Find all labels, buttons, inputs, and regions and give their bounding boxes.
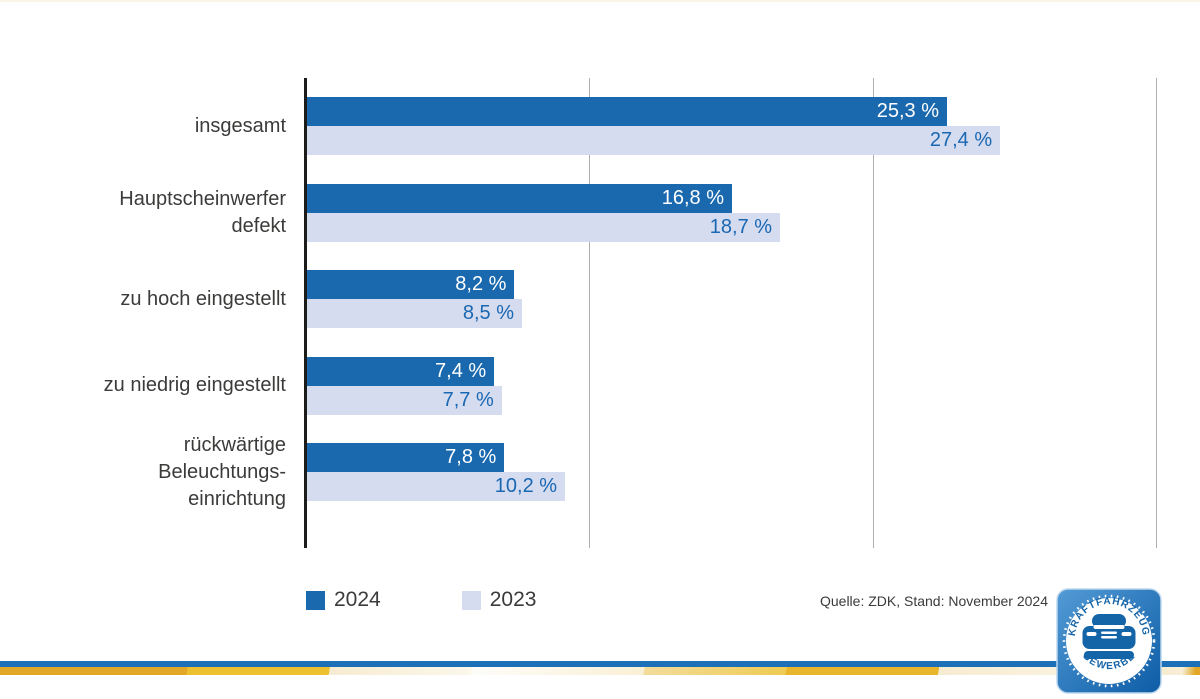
chart-legend: 2024 2023 [306, 588, 536, 612]
bar-2024: 25,3 % [307, 97, 948, 126]
bar-value-label: 8,5 % [462, 302, 515, 324]
bar-2023: 10,2 % [307, 472, 566, 501]
legend-swatch [306, 590, 325, 610]
category-label: zu niedrig eingestellt [103, 374, 286, 396]
kraftfahrzeuggewerbe-logo: KRAFTFAHRZEUG GEWERBE [1056, 588, 1162, 694]
bar-pair: 7,4 % 7,7 % [307, 356, 1157, 415]
legend-item-2023: 2023 [461, 588, 537, 612]
bar-2023: 18,7 % [307, 212, 781, 242]
category-labels-column: insgesamt Hauptscheinwerfer defekt zu hoch… [0, 78, 304, 548]
bar-value-label: 7,4 % [435, 359, 487, 382]
bar-pair: 16,8 % 18,7 % [307, 183, 1157, 242]
gridline [1156, 78, 1157, 548]
bar-value-label: 7,8 % [445, 446, 497, 468]
category-label: insgesamt [194, 114, 286, 137]
category-label: Hauptscheinwerfer defekt [119, 187, 286, 237]
legend-item-2024: 2024 [306, 588, 381, 612]
bar-2024: 7,8 % [307, 443, 505, 472]
legend-label: 2023 [489, 588, 537, 611]
gridline [872, 78, 874, 548]
gridlines [307, 78, 1157, 548]
bar-value-label: 10,2 % [494, 475, 558, 497]
bar-value-label: 8,2 % [455, 273, 507, 295]
bar-pair: 25,3 % 27,4 % [307, 97, 1157, 155]
bar-pair: 8,2 % 8,5 % [307, 270, 1157, 328]
category-label: zu hoch eingestellt [120, 287, 286, 310]
footer-blue-stripe [0, 661, 1200, 667]
car-icon [1082, 614, 1136, 659]
bar-value-label: 7,7 % [442, 388, 494, 411]
bar-2024: 16,8 % [307, 183, 732, 213]
bar-value-label: 27,4 % [929, 129, 993, 151]
bar-2024: 8,2 % [307, 270, 515, 299]
footer-gold-stripe [0, 667, 1200, 675]
gridline [589, 78, 591, 548]
bar-pair: 7,8 % 10,2 % [307, 443, 1157, 501]
bar-2024: 7,4 % [307, 356, 495, 386]
bar-2023: 7,7 % [307, 385, 502, 415]
plot-area: 25,3 % 27,4 % 16,8 % 18,7 % 8,2 % 8,5 % 7,4 % 7… [304, 78, 1157, 548]
bar-chart: insgesamt Hauptscheinwerfer defekt zu hoch… [0, 78, 1157, 548]
top-accent-line [0, 0, 1200, 2]
category-label: rückwärtige Beleuchtungs- einrichtung [158, 433, 286, 510]
bar-2023: 27,4 % [307, 126, 1001, 155]
source-note: Quelle: ZDK, Stand: November 2024 [819, 593, 1048, 609]
legend-swatch [461, 590, 481, 610]
bar-2023: 8,5 % [307, 299, 523, 328]
bars-column: 25,3 % 27,4 % 16,8 % 18,7 % 8,2 % 8,5 % 7,4 % 7… [307, 97, 1157, 501]
bar-value-label: 25,3 % [876, 100, 940, 122]
bar-value-label: 18,7 % [709, 215, 773, 238]
bar-value-label: 16,8 % [661, 186, 724, 209]
legend-label: 2024 [334, 588, 381, 611]
kraftfahrzeuggewerbe-logo-icon: KRAFTFAHRZEUG GEWERBE [1056, 588, 1162, 694]
